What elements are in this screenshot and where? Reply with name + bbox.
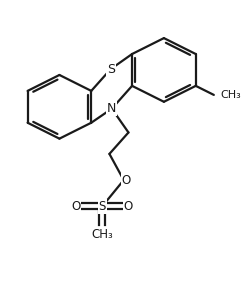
Text: S: S xyxy=(99,200,106,213)
Text: O: O xyxy=(122,174,131,187)
Text: O: O xyxy=(124,200,133,213)
Text: N: N xyxy=(107,102,117,115)
Text: O: O xyxy=(72,200,81,213)
Text: S: S xyxy=(107,62,115,76)
Text: CH₃: CH₃ xyxy=(220,90,241,100)
Text: CH₃: CH₃ xyxy=(92,228,113,241)
